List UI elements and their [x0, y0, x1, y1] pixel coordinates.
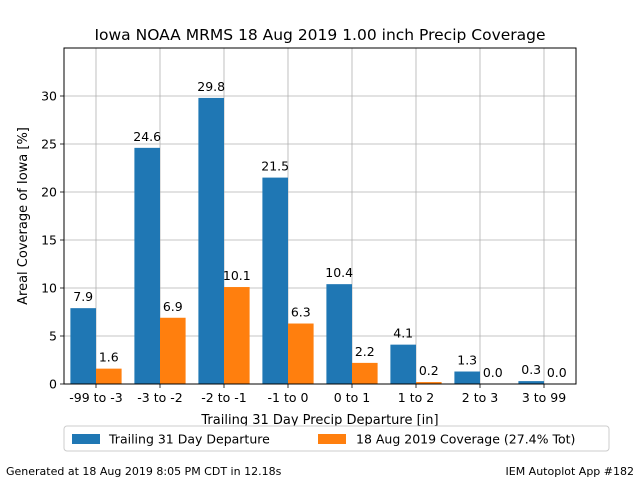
bar-18-aug-2019-coverage-27-4-tot — [352, 362, 378, 384]
bar-value-label: 10.4 — [325, 265, 353, 280]
y-tick-label: 20 — [41, 185, 57, 200]
legend-label: Trailing 31 Day Departure — [108, 432, 270, 447]
bars-group — [70, 97, 544, 385]
y-tick-label: 30 — [41, 89, 57, 104]
bar-trailing-31-day-departure — [198, 97, 224, 385]
bar-value-label: 6.9 — [163, 299, 183, 314]
y-tick-label: 5 — [49, 329, 57, 344]
bar-18-aug-2019-coverage-27-4-tot — [96, 368, 122, 384]
bar-value-label: 6.3 — [291, 305, 311, 320]
bar-value-label: 1.3 — [457, 353, 477, 368]
grid-lines — [64, 48, 576, 385]
bar-trailing-31-day-departure — [70, 308, 96, 384]
bar-value-label: 0.0 — [483, 365, 503, 380]
chart-title: Iowa NOAA MRMS 18 Aug 2019 1.00 inch Pre… — [94, 26, 545, 44]
footer-app-id: IEM Autoplot App #182 — [505, 465, 635, 478]
bar-value-label: 29.8 — [197, 79, 225, 94]
bar-18-aug-2019-coverage-27-4-tot — [416, 382, 442, 384]
y-axis-label: Areal Coverage of Iowa [%] — [16, 127, 31, 305]
bar-value-label: 21.5 — [261, 159, 289, 174]
value-labels-group: 7.9 24.6 29.8 21.5 10.4 4.1 1.3 0.3 1.6 6.9 10.1 6.… — [73, 79, 567, 380]
bar-trailing-31-day-departure — [262, 177, 288, 384]
bar-value-label: 10.1 — [223, 268, 251, 283]
y-tick-label: 0 — [49, 377, 57, 392]
x-tick-label: -1 to 0 — [268, 390, 309, 405]
bar-value-label: 1.6 — [99, 350, 119, 365]
bar-trailing-31-day-departure — [390, 344, 416, 384]
y-tick-label: 15 — [41, 233, 57, 248]
x-tick-label: -2 to -1 — [201, 390, 246, 405]
x-tick-label: -3 to -2 — [137, 390, 182, 405]
bar-value-label: 2.2 — [355, 344, 375, 359]
x-tick-label: 0 to 1 — [334, 390, 370, 405]
y-tick-label: 25 — [41, 137, 57, 152]
x-tick-label: 1 to 2 — [398, 390, 434, 405]
bar-trailing-31-day-departure — [326, 284, 352, 384]
bar-trailing-31-day-departure — [134, 147, 160, 384]
x-tick-label: -99 to -3 — [69, 390, 122, 405]
x-tick-label: 2 to 3 — [462, 390, 498, 405]
bar-18-aug-2019-coverage-27-4-tot — [224, 287, 250, 384]
bar-value-label: 0.2 — [419, 363, 439, 378]
bar-value-label: 0.3 — [521, 362, 541, 377]
bar-value-label: 0.0 — [547, 365, 567, 380]
legend-swatch — [318, 434, 346, 444]
y-tick-label: 10 — [41, 281, 57, 296]
bar-18-aug-2019-coverage-27-4-tot — [160, 317, 186, 384]
y-axis: 0 5 10 15 20 25 30 — [41, 89, 64, 392]
legend-swatch — [72, 434, 100, 444]
bar-trailing-31-day-departure — [454, 371, 480, 384]
plot-frame — [63, 47, 577, 385]
x-axis: -99 to -3 -3 to -2 -2 to -1 -1 to 0 0 to 1 1 … — [69, 384, 566, 405]
legend-label: 18 Aug 2019 Coverage (27.4% Tot) — [356, 432, 575, 447]
bar-value-label: 24.6 — [133, 129, 161, 144]
bar-value-label: 4.1 — [393, 326, 413, 341]
bar-value-label: 7.9 — [73, 289, 93, 304]
bar-18-aug-2019-coverage-27-4-tot — [288, 323, 314, 384]
x-axis-label: Trailing 31 Day Precip Departure [in] — [200, 413, 438, 428]
footer-generated-text: Generated at 18 Aug 2019 8:05 PM CDT in … — [6, 465, 282, 478]
bar-trailing-31-day-departure — [518, 381, 544, 384]
x-tick-label: 3 to 99 — [522, 390, 566, 405]
legend: Trailing 31 Day Departure 18 Aug 2019 Cov… — [63, 425, 610, 452]
